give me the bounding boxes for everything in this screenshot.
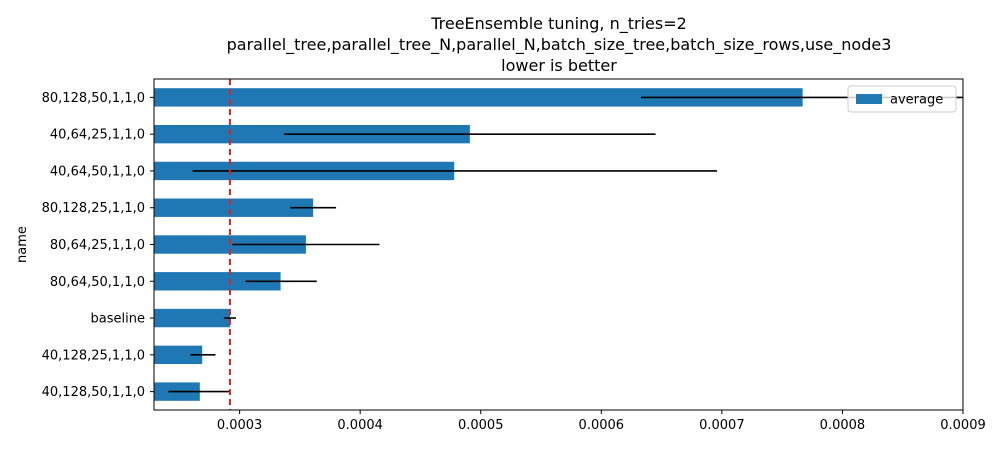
y-tick-label: baseline [91, 312, 145, 327]
legend: average [847, 85, 957, 113]
legend-swatch [856, 94, 882, 104]
y-tick-label: 80,64,50,1,1,0 [50, 275, 145, 290]
y-tick-label: 40,64,25,1,1,0 [50, 128, 145, 143]
bar [154, 272, 281, 291]
chart-title-line-2: parallel_tree,parallel_tree_N,parallel_N… [227, 35, 892, 55]
x-tick-label: 0.0003 [217, 418, 263, 433]
x-tick-label: 0.0005 [458, 418, 504, 433]
x-tick-label: 0.0008 [820, 418, 866, 433]
bar [154, 88, 803, 107]
legend-label: average [890, 93, 943, 108]
y-tick-label: 80,128,25,1,1,0 [42, 201, 145, 216]
y-tick-label: 40,64,50,1,1,0 [50, 164, 145, 179]
bar [154, 345, 203, 365]
x-axis: 0.0003 0.0004 0.0005 0.0006 0.0007 0.0008 0.00… [217, 410, 986, 433]
y-tick-label: 80,128,50,1,1,0 [42, 91, 145, 106]
y-tick-label: 40,128,50,1,1,0 [42, 385, 145, 400]
x-tick-label: 0.0009 [940, 418, 986, 433]
legend-box [847, 85, 957, 113]
y-tick-label: 40,128,25,1,1,0 [42, 348, 145, 363]
chart-title: TreeEnsemble tuning, n_tries=2 parallel_… [227, 14, 892, 75]
chart-title-line-1: TreeEnsemble tuning, n_tries=2 [430, 14, 687, 34]
x-tick-label: 0.0006 [579, 418, 625, 433]
y-axis: 80,128,50,1,1,0 40,64,25,1,1,0 40,64,50,1,… [42, 91, 154, 400]
chart-title-line-3: lower is better [501, 56, 617, 75]
bar [154, 308, 230, 328]
bar [154, 198, 314, 217]
y-axis-label: name [15, 226, 30, 263]
error-bars-layer [168, 96, 963, 393]
y-tick-label: 80,64,25,1,1,0 [50, 238, 145, 253]
x-tick-label: 0.0007 [699, 418, 745, 433]
x-tick-label: 0.0004 [337, 418, 383, 433]
